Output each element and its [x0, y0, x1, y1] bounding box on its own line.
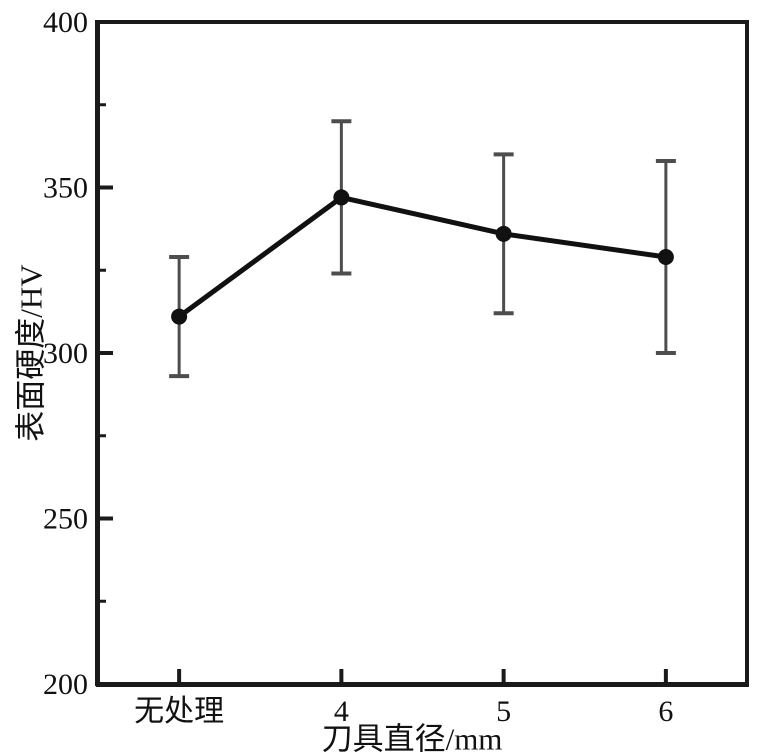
- y-tick-label: 350: [43, 172, 88, 205]
- data-point: [657, 249, 674, 266]
- data-point: [495, 225, 512, 242]
- x-axis-label: 刀具直径/mm: [321, 721, 503, 756]
- x-tick-label: 6: [658, 695, 673, 728]
- x-tick-label: 无处理: [134, 695, 224, 728]
- data-line: [176, 194, 669, 320]
- y-tick-label: 300: [43, 337, 88, 370]
- y-tick-label: 250: [43, 503, 88, 536]
- data-point: [333, 189, 350, 206]
- y-tick-label: 400: [43, 6, 88, 39]
- y-tick-label: 200: [43, 668, 88, 701]
- x-tick-label: 4: [334, 695, 349, 728]
- plot-frame: [96, 20, 749, 686]
- x-tick-label: 5: [496, 695, 511, 728]
- y-axis-label: 表面硬度/HV: [13, 264, 49, 442]
- data-point: [171, 308, 188, 325]
